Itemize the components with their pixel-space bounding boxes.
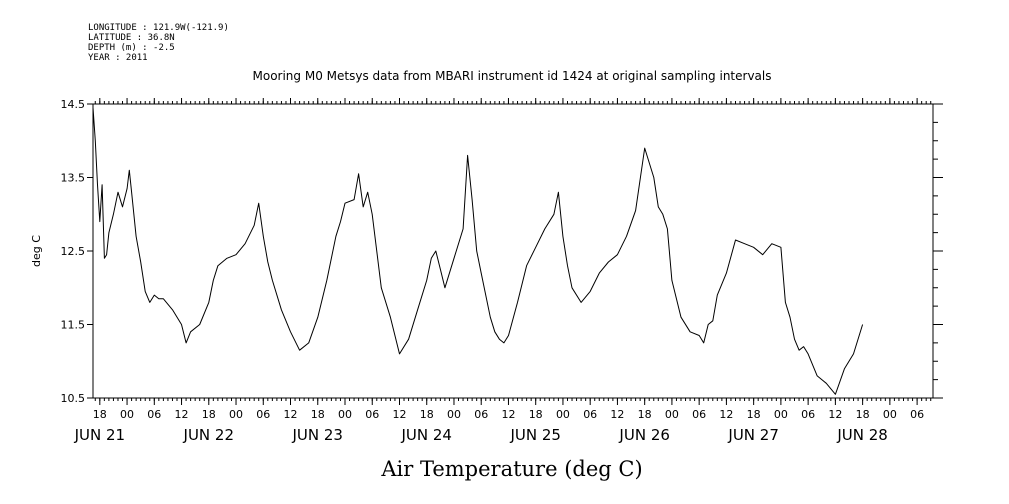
x-hour-label: 12 (501, 408, 515, 421)
y-axis: 10.5 11.5 12.5 13.5 14.5 (61, 98, 943, 405)
x-hour-label: 00 (229, 408, 243, 421)
x-day-label: JUN 24 (400, 426, 451, 444)
x-hour-label: 12 (392, 408, 406, 421)
y-tick-label: 14.5 (61, 98, 86, 111)
x-hour-label: 18 (856, 408, 870, 421)
x-hour-label: 00 (556, 408, 570, 421)
x-day-label: JUN 27 (727, 426, 778, 444)
x-hour-label: 18 (420, 408, 434, 421)
x-hour-label: 00 (774, 408, 788, 421)
minor-ticks (94, 101, 932, 401)
x-hour-label: 06 (801, 408, 815, 421)
x-axis-label: Air Temperature (deg C) (380, 457, 642, 481)
x-hour-label: 12 (284, 408, 298, 421)
x-hour-label: 12 (610, 408, 624, 421)
x-hour-label: 12 (719, 408, 733, 421)
series-group (92, 107, 864, 395)
x-hour-label: 12 (828, 408, 842, 421)
x-axis: 18 00 06 12 18 00 06 12 18 00 06 12 18 00 06 12 18 00 06 12… (74, 98, 924, 444)
longitude-text: LONGITUDE : 121.9W(-121.9) (88, 23, 229, 33)
x-hour-label: 18 (93, 408, 107, 421)
x-hour-label: 00 (447, 408, 461, 421)
x-hour-label: 18 (202, 408, 216, 421)
y-tick-label: 11.5 (61, 319, 86, 332)
x-hour-label: 18 (638, 408, 652, 421)
x-day-label: JUN 26 (618, 426, 669, 444)
x-day-label: JUN 28 (836, 426, 887, 444)
plot-frame (92, 103, 934, 399)
x-day-label: JUN 21 (74, 426, 125, 444)
station-metadata: LONGITUDE : 121.9W(-121.9) LATITUDE : 36… (88, 23, 229, 63)
x-hour-label: 06 (256, 408, 270, 421)
x-hour-label: 00 (883, 408, 897, 421)
x-hour-label: 06 (692, 408, 706, 421)
x-hour-label: 12 (175, 408, 189, 421)
x-hour-label: 06 (910, 408, 924, 421)
x-hour-label: 00 (338, 408, 352, 421)
x-hour-label: 00 (120, 408, 134, 421)
depth-text: DEPTH (m) : -2.5 (88, 43, 175, 53)
y-tick-label: 13.5 (61, 172, 86, 185)
latitude-text: LATITUDE : 36.8N (88, 33, 175, 43)
y-axis-label: deg C (30, 235, 43, 267)
year-text: YEAR : 2011 (88, 53, 148, 63)
y-tick-label: 12.5 (61, 245, 86, 258)
x-hour-label: 06 (365, 408, 379, 421)
x-hour-label: 00 (665, 408, 679, 421)
air-temperature-series-line (92, 107, 864, 395)
x-hour-label: 06 (147, 408, 161, 421)
x-hour-label: 18 (311, 408, 325, 421)
y-tick-label: 10.5 (61, 392, 86, 405)
chart-title: Mooring M0 Metsys data from MBARI instru… (253, 69, 772, 83)
x-day-label: JUN 22 (183, 426, 234, 444)
x-hour-label: 06 (474, 408, 488, 421)
x-hour-label: 18 (747, 408, 761, 421)
x-day-label: JUN 25 (509, 426, 560, 444)
x-hour-label: 06 (583, 408, 597, 421)
x-day-label: JUN 23 (292, 426, 343, 444)
x-hour-label: 18 (529, 408, 543, 421)
